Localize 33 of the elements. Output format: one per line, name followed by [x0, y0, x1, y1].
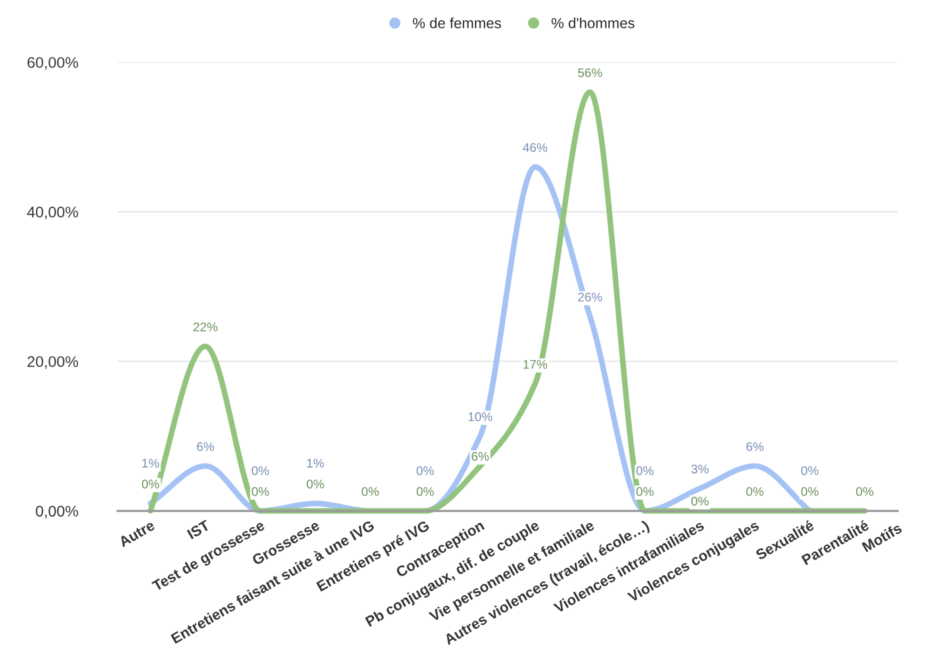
data-label: 6%: [472, 452, 489, 461]
data-label: 0%: [252, 487, 269, 496]
data-label: 1%: [142, 458, 160, 468]
data-label: 10%: [468, 412, 492, 422]
data-label: 1%: [307, 458, 324, 468]
data-label: 0%: [636, 466, 654, 476]
data-label: 17%: [524, 360, 548, 369]
data-label: 6%: [746, 442, 764, 452]
data-label: 0%: [142, 480, 160, 488]
data-label: 3%: [691, 464, 708, 474]
data-label: 0%: [416, 466, 434, 476]
y-tick-label: 20,00%: [28, 356, 78, 369]
data-label: 0%: [416, 487, 434, 496]
data-label: 0%: [362, 487, 379, 496]
data-label: 46%: [522, 143, 548, 152]
data-label: 0%: [856, 487, 874, 496]
data-label: 26%: [578, 292, 602, 302]
y-tick-label: 0,00%: [36, 506, 78, 518]
data-label: 22%: [194, 322, 218, 332]
x-tick-label: Autre: [118, 520, 156, 548]
y-tick-label: 60,00%: [28, 57, 78, 70]
data-label: 56%: [578, 68, 602, 78]
y-tick-label: 40,00%: [27, 206, 78, 220]
data-label: 0%: [306, 480, 324, 488]
data-label: 6%: [197, 442, 214, 452]
legend-label: % d'hommes: [552, 18, 634, 28]
data-label: 0%: [636, 487, 654, 496]
data-label: 0%: [252, 466, 269, 476]
legend-label: % de femmes: [412, 18, 501, 28]
data-label: 0%: [801, 487, 818, 496]
data-label: 0%: [746, 487, 764, 496]
data-label: 0%: [801, 466, 818, 476]
data-label: 0%: [691, 496, 708, 506]
